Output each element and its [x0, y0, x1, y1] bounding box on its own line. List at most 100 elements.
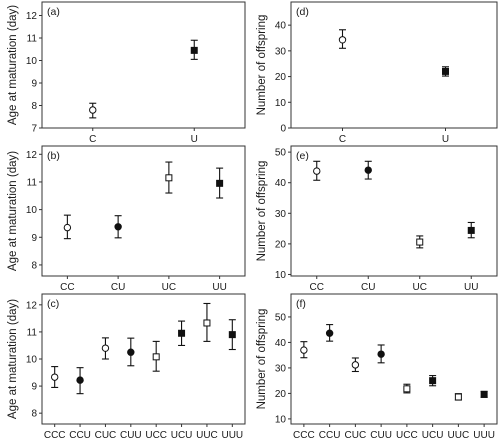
- x-tick-label: UU: [212, 282, 226, 293]
- y-tick-label: 12: [26, 300, 38, 311]
- data-point: [351, 361, 360, 369]
- x-tick-label: CCC: [293, 430, 315, 441]
- y-tick-label: 10: [275, 414, 287, 425]
- chart-panel: (b) 8 9 10 11 12 Age at maturation (day) CC CU UC…: [7, 145, 246, 293]
- panel-label: (d): [296, 6, 309, 18]
- chart-panel: (a) 7 8 9 10 11 12 Age at maturation (day) C U: [7, 1, 246, 145]
- plot-frame: [41, 293, 246, 425]
- data-point: [325, 329, 334, 337]
- data-point: [467, 226, 475, 234]
- x-tick-label: UUC: [196, 430, 218, 441]
- y-tick-label: 20: [275, 389, 287, 400]
- panel-label: (f): [296, 298, 306, 310]
- x-tick-label: UUC: [448, 430, 470, 441]
- data-point: [454, 393, 462, 401]
- x-tick-label: UCU: [422, 430, 444, 441]
- y-tick-label: 8: [31, 409, 37, 420]
- y-tick-label: 40: [275, 21, 287, 32]
- x-tick-label: UC: [162, 282, 176, 293]
- plot-frame: [41, 145, 246, 277]
- y-tick-label: 10: [26, 205, 38, 216]
- panel-label: (e): [296, 150, 309, 162]
- y-tick-label: 30: [275, 209, 287, 220]
- y-tick-label: 10: [26, 355, 38, 366]
- data-point: [442, 67, 449, 75]
- data-point: [203, 319, 211, 327]
- x-tick-label: UCU: [171, 430, 193, 441]
- data-point: [190, 46, 198, 54]
- plot-frame: [41, 1, 246, 129]
- x-tick-label: CC: [310, 282, 324, 293]
- data-point: [101, 344, 110, 352]
- y-axis-label: Number of offspring: [256, 15, 268, 116]
- y-tick-label: 40: [275, 338, 287, 349]
- y-tick-label: 12: [26, 11, 38, 22]
- panel-label: (a): [47, 6, 60, 18]
- data-point: [89, 106, 97, 114]
- y-tick-label: 12: [26, 150, 38, 161]
- x-tick-label: UUU: [473, 430, 495, 441]
- y-axis-label: Age at maturation (day): [7, 5, 19, 125]
- y-tick-label: 8: [31, 260, 37, 271]
- y-tick-label: 10: [275, 98, 287, 109]
- x-tick-label: CUC: [345, 430, 367, 441]
- data-point: [429, 377, 437, 385]
- x-tick-label: CUU: [370, 430, 392, 441]
- y-tick-label: 20: [275, 239, 287, 250]
- data-point: [50, 373, 59, 381]
- data-point: [480, 390, 488, 398]
- x-tick-label: UC: [413, 282, 427, 293]
- x-tick-label: CC: [60, 282, 74, 293]
- data-point: [338, 36, 347, 44]
- y-tick-label: 10: [275, 270, 287, 281]
- data-point: [216, 179, 224, 187]
- data-point: [228, 331, 236, 339]
- plot-frame: [290, 145, 498, 277]
- x-tick-label: CCU: [319, 430, 341, 441]
- data-point: [152, 353, 160, 361]
- data-point: [114, 223, 122, 231]
- chart-panel: (e) 10 20 30 40 50 Number of offspring CC CU UC UU: [256, 145, 498, 293]
- data-point: [313, 167, 321, 175]
- y-tick-label: 9: [31, 233, 37, 244]
- chart-panel: (d) 0 10 20 30 40 Number of offspring C U: [256, 1, 498, 145]
- y-tick-label: 8: [31, 101, 37, 112]
- x-tick-label: C: [89, 134, 96, 145]
- y-tick-label: 10: [26, 56, 38, 67]
- x-tick-label: C: [339, 134, 346, 145]
- y-axis-label: Age at maturation (day): [7, 299, 19, 419]
- y-tick-label: 30: [275, 46, 287, 57]
- y-tick-label: 0: [280, 124, 286, 135]
- chart-panel: (f) 10 20 30 40 50 Number of offspring CCC CCU CU…: [256, 293, 498, 441]
- y-axis-label: Number of offspring: [256, 161, 268, 262]
- x-tick-label: CUU: [120, 430, 142, 441]
- y-axis-label: Number of offspring: [256, 309, 268, 410]
- data-point: [377, 350, 385, 358]
- data-point: [416, 238, 424, 246]
- x-tick-label: CCU: [69, 430, 91, 441]
- x-tick-label: UUU: [221, 430, 243, 441]
- x-tick-label: CUC: [95, 430, 117, 441]
- data-point: [76, 376, 84, 384]
- y-axis-label: Age at maturation (day): [7, 151, 19, 271]
- y-tick-label: 20: [275, 72, 287, 83]
- y-tick-label: 9: [31, 382, 37, 393]
- data-point: [403, 385, 411, 393]
- x-tick-label: CU: [111, 282, 125, 293]
- plot-frame: [290, 293, 498, 425]
- x-tick-label: CCC: [44, 430, 66, 441]
- panel-label: (b): [47, 150, 60, 162]
- data-point: [178, 329, 186, 337]
- data-point: [165, 174, 173, 182]
- plot-frame: [290, 1, 498, 129]
- data-point: [127, 348, 135, 356]
- x-tick-label: CU: [361, 282, 375, 293]
- panel-label: (c): [47, 298, 59, 310]
- y-tick-label: 50: [275, 312, 287, 323]
- y-tick-label: 50: [275, 148, 287, 159]
- data-point: [63, 223, 72, 232]
- y-tick-label: 11: [27, 327, 38, 338]
- y-tick-label: 7: [31, 124, 37, 135]
- data-point: [300, 346, 308, 354]
